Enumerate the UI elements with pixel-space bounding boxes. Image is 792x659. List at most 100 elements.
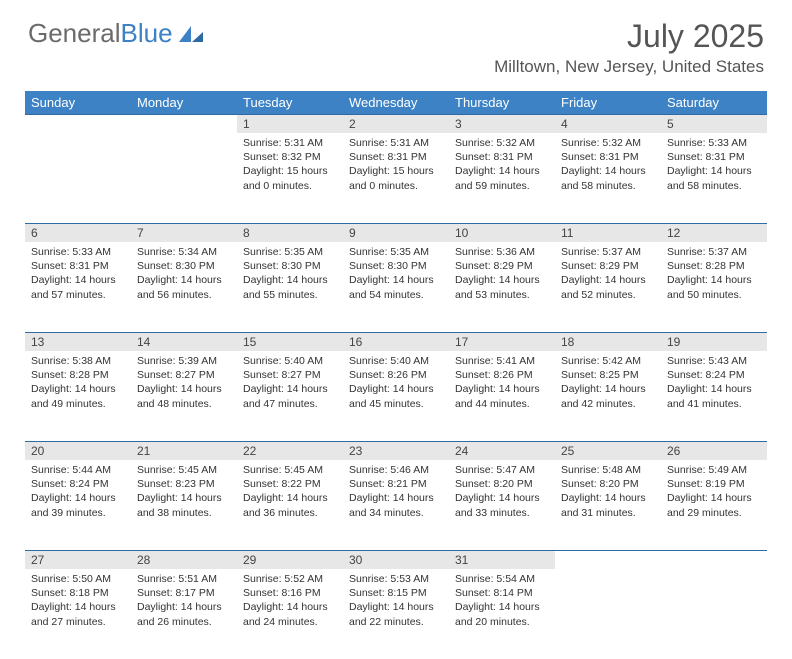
day-cell: Sunrise: 5:51 AMSunset: 8:17 PMDaylight:… bbox=[131, 569, 237, 659]
daynum-cell: 31 bbox=[449, 550, 555, 569]
day-number bbox=[131, 114, 237, 133]
day-number: 3 bbox=[449, 114, 555, 133]
day-number: 17 bbox=[449, 332, 555, 351]
daynum-cell: 16 bbox=[343, 332, 449, 351]
daynum-cell: 12 bbox=[661, 223, 767, 242]
day-number: 8 bbox=[237, 223, 343, 242]
daynum-cell: 13 bbox=[25, 332, 131, 351]
daynum-cell: 6 bbox=[25, 223, 131, 242]
day-number: 18 bbox=[555, 332, 661, 351]
day-details: Sunrise: 5:45 AMSunset: 8:22 PMDaylight:… bbox=[237, 460, 343, 526]
day-details: Sunrise: 5:33 AMSunset: 8:31 PMDaylight:… bbox=[661, 133, 767, 199]
day-cell: Sunrise: 5:46 AMSunset: 8:21 PMDaylight:… bbox=[343, 460, 449, 550]
daynum-cell: 9 bbox=[343, 223, 449, 242]
daynum-cell: 26 bbox=[661, 441, 767, 460]
day-details: Sunrise: 5:39 AMSunset: 8:27 PMDaylight:… bbox=[131, 351, 237, 417]
daynum-cell: 20 bbox=[25, 441, 131, 460]
day-details: Sunrise: 5:48 AMSunset: 8:20 PMDaylight:… bbox=[555, 460, 661, 526]
daynum-row: 2728293031 bbox=[25, 550, 767, 569]
day-number: 13 bbox=[25, 332, 131, 351]
day-number: 9 bbox=[343, 223, 449, 242]
day-number: 11 bbox=[555, 223, 661, 242]
daynum-row: 13141516171819 bbox=[25, 332, 767, 351]
day-details: Sunrise: 5:37 AMSunset: 8:28 PMDaylight:… bbox=[661, 242, 767, 308]
header: GeneralBlue July 2025 Milltown, New Jers… bbox=[0, 0, 792, 83]
day-cell: Sunrise: 5:35 AMSunset: 8:30 PMDaylight:… bbox=[343, 242, 449, 332]
daynum-cell: 3 bbox=[449, 114, 555, 133]
logo: GeneralBlue bbox=[28, 18, 205, 49]
daynum-cell: 5 bbox=[661, 114, 767, 133]
day-number: 1 bbox=[237, 114, 343, 133]
title-block: July 2025 Milltown, New Jersey, United S… bbox=[494, 18, 764, 77]
daynum-cell bbox=[661, 550, 767, 569]
day-number: 21 bbox=[131, 441, 237, 460]
daynum-cell: 8 bbox=[237, 223, 343, 242]
daynum-cell: 28 bbox=[131, 550, 237, 569]
day-details: Sunrise: 5:42 AMSunset: 8:25 PMDaylight:… bbox=[555, 351, 661, 417]
day-cell: Sunrise: 5:33 AMSunset: 8:31 PMDaylight:… bbox=[25, 242, 131, 332]
logo-text-general: General bbox=[28, 18, 121, 49]
day-details: Sunrise: 5:49 AMSunset: 8:19 PMDaylight:… bbox=[661, 460, 767, 526]
day-header: Saturday bbox=[661, 91, 767, 114]
day-details: Sunrise: 5:35 AMSunset: 8:30 PMDaylight:… bbox=[237, 242, 343, 308]
daynum-cell: 17 bbox=[449, 332, 555, 351]
day-number bbox=[661, 550, 767, 569]
day-cell: Sunrise: 5:31 AMSunset: 8:32 PMDaylight:… bbox=[237, 133, 343, 223]
day-details: Sunrise: 5:32 AMSunset: 8:31 PMDaylight:… bbox=[555, 133, 661, 199]
day-header: Thursday bbox=[449, 91, 555, 114]
day-cell: Sunrise: 5:53 AMSunset: 8:15 PMDaylight:… bbox=[343, 569, 449, 659]
day-header: Wednesday bbox=[343, 91, 449, 114]
day-header: Monday bbox=[131, 91, 237, 114]
daynum-cell: 18 bbox=[555, 332, 661, 351]
day-cell: Sunrise: 5:39 AMSunset: 8:27 PMDaylight:… bbox=[131, 351, 237, 441]
day-cell: Sunrise: 5:54 AMSunset: 8:14 PMDaylight:… bbox=[449, 569, 555, 659]
day-number: 16 bbox=[343, 332, 449, 351]
day-details: Sunrise: 5:32 AMSunset: 8:31 PMDaylight:… bbox=[449, 133, 555, 199]
day-number: 14 bbox=[131, 332, 237, 351]
day-cell: Sunrise: 5:43 AMSunset: 8:24 PMDaylight:… bbox=[661, 351, 767, 441]
daynum-cell: 21 bbox=[131, 441, 237, 460]
day-cell: Sunrise: 5:38 AMSunset: 8:28 PMDaylight:… bbox=[25, 351, 131, 441]
day-number: 30 bbox=[343, 550, 449, 569]
day-cell: Sunrise: 5:45 AMSunset: 8:22 PMDaylight:… bbox=[237, 460, 343, 550]
day-cell: Sunrise: 5:42 AMSunset: 8:25 PMDaylight:… bbox=[555, 351, 661, 441]
day-details: Sunrise: 5:36 AMSunset: 8:29 PMDaylight:… bbox=[449, 242, 555, 308]
day-details: Sunrise: 5:50 AMSunset: 8:18 PMDaylight:… bbox=[25, 569, 131, 635]
day-details: Sunrise: 5:37 AMSunset: 8:29 PMDaylight:… bbox=[555, 242, 661, 308]
day-details: Sunrise: 5:31 AMSunset: 8:32 PMDaylight:… bbox=[237, 133, 343, 199]
day-number: 5 bbox=[661, 114, 767, 133]
day-number: 10 bbox=[449, 223, 555, 242]
day-number: 25 bbox=[555, 441, 661, 460]
day-cell: Sunrise: 5:50 AMSunset: 8:18 PMDaylight:… bbox=[25, 569, 131, 659]
day-details: Sunrise: 5:46 AMSunset: 8:21 PMDaylight:… bbox=[343, 460, 449, 526]
day-number: 19 bbox=[661, 332, 767, 351]
day-cell: Sunrise: 5:35 AMSunset: 8:30 PMDaylight:… bbox=[237, 242, 343, 332]
day-details: Sunrise: 5:52 AMSunset: 8:16 PMDaylight:… bbox=[237, 569, 343, 635]
calendar-table: Sunday Monday Tuesday Wednesday Thursday… bbox=[25, 91, 767, 659]
day-cell bbox=[555, 569, 661, 659]
day-details: Sunrise: 5:51 AMSunset: 8:17 PMDaylight:… bbox=[131, 569, 237, 635]
day-details: Sunrise: 5:35 AMSunset: 8:30 PMDaylight:… bbox=[343, 242, 449, 308]
daynum-row: 12345 bbox=[25, 114, 767, 133]
day-number bbox=[25, 114, 131, 133]
daynum-cell: 14 bbox=[131, 332, 237, 351]
day-cell: Sunrise: 5:32 AMSunset: 8:31 PMDaylight:… bbox=[555, 133, 661, 223]
day-cell bbox=[25, 133, 131, 223]
daynum-cell: 25 bbox=[555, 441, 661, 460]
day-cell: Sunrise: 5:34 AMSunset: 8:30 PMDaylight:… bbox=[131, 242, 237, 332]
day-header: Tuesday bbox=[237, 91, 343, 114]
day-cell: Sunrise: 5:32 AMSunset: 8:31 PMDaylight:… bbox=[449, 133, 555, 223]
day-number: 12 bbox=[661, 223, 767, 242]
day-cell: Sunrise: 5:41 AMSunset: 8:26 PMDaylight:… bbox=[449, 351, 555, 441]
daynum-cell: 4 bbox=[555, 114, 661, 133]
day-number: 29 bbox=[237, 550, 343, 569]
daynum-row: 20212223242526 bbox=[25, 441, 767, 460]
day-details: Sunrise: 5:38 AMSunset: 8:28 PMDaylight:… bbox=[25, 351, 131, 417]
daynum-cell: 22 bbox=[237, 441, 343, 460]
week-row: Sunrise: 5:44 AMSunset: 8:24 PMDaylight:… bbox=[25, 460, 767, 550]
daynum-cell: 27 bbox=[25, 550, 131, 569]
day-header-row: Sunday Monday Tuesday Wednesday Thursday… bbox=[25, 91, 767, 114]
day-cell: Sunrise: 5:37 AMSunset: 8:29 PMDaylight:… bbox=[555, 242, 661, 332]
daynum-row: 6789101112 bbox=[25, 223, 767, 242]
month-title: July 2025 bbox=[494, 18, 764, 55]
